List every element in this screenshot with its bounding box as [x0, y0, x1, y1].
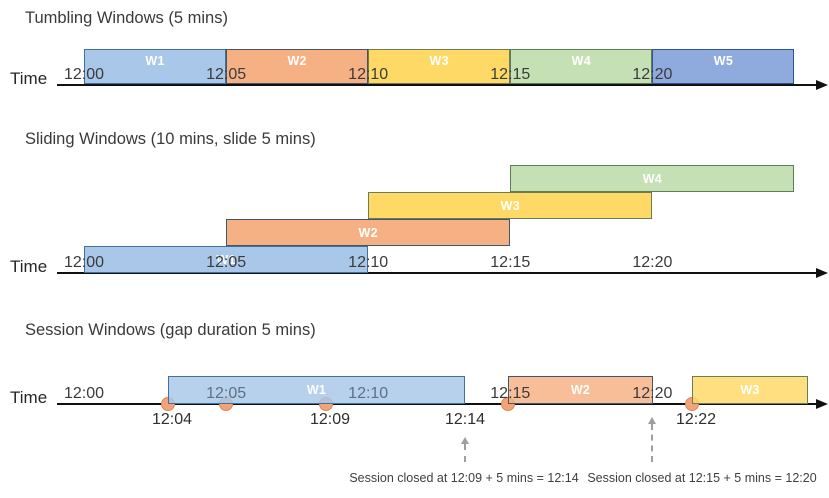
- axis-tick-label: 12:00: [63, 254, 105, 271]
- section-title: Tumbling Windows (5 mins): [25, 9, 228, 27]
- timeline-axis: [57, 403, 816, 405]
- event-time-label: 12:22: [675, 411, 717, 428]
- axis-tick-label: 12:00: [63, 385, 105, 402]
- event-time-label: 12:04: [151, 411, 193, 428]
- axis-tick-label: 12:10: [348, 385, 389, 402]
- window-bar: W2: [226, 219, 511, 246]
- window-bar: W4: [510, 49, 653, 84]
- axis-tick-label: 12:05: [206, 254, 247, 271]
- axis-tick-label: 12:10: [348, 66, 389, 83]
- axis-tick-label: 12:10: [348, 254, 389, 271]
- window-bar: W3: [692, 376, 808, 404]
- session-close-time-label: 12:14: [444, 411, 486, 428]
- session-close-caption: Session closed at 12:15 + 5 mins = 12:20: [587, 471, 817, 485]
- window-label: W1: [306, 383, 327, 397]
- window-label: W1: [216, 252, 236, 267]
- window-bar: W1: [84, 246, 369, 273]
- dashed-arrow-line: [651, 424, 653, 462]
- axis-tick-label: 12:00: [63, 66, 105, 83]
- axis-tick-label: 12:05: [206, 66, 247, 83]
- window-label: W4: [571, 54, 592, 68]
- axis-arrowhead-icon: [816, 80, 828, 90]
- window-label: W4: [642, 171, 663, 186]
- window-bar: W2: [226, 49, 369, 84]
- axis-tick-label: 12:15: [490, 254, 531, 271]
- time-axis-label: Time: [10, 257, 48, 276]
- window-label: W2: [570, 383, 591, 397]
- section-title: Sliding Windows (10 mins, slide 5 mins): [25, 130, 316, 148]
- axis-tick-label: 12:15: [490, 385, 531, 402]
- axis-tick-label: 12:05: [206, 385, 247, 402]
- window-bar: W3: [368, 192, 653, 219]
- window-label: W3: [740, 383, 760, 397]
- time-axis-label: Time: [10, 69, 48, 88]
- section-title: Session Windows (gap duration 5 mins): [25, 321, 316, 339]
- time-axis-label: Time: [10, 388, 48, 407]
- window-label: W5: [713, 54, 734, 68]
- axis-arrowhead-icon: [816, 268, 828, 278]
- dashed-arrow-line: [464, 444, 466, 462]
- axis-tick-label: 12:20: [632, 66, 673, 83]
- window-label: W3: [500, 198, 520, 213]
- dashed-arrowhead-icon: [461, 437, 469, 444]
- axis-tick-label: 12:20: [632, 254, 673, 271]
- window-label: W3: [429, 54, 449, 68]
- session-close-caption: Session closed at 12:09 + 5 mins = 12:14: [349, 471, 579, 485]
- event-time-label: 12:09: [309, 411, 351, 428]
- window-bar: W1: [84, 49, 227, 84]
- axis-tick-label: 12:15: [490, 66, 531, 83]
- window-label: W1: [145, 54, 165, 68]
- window-bar: W4: [510, 165, 795, 192]
- timeline-axis: [57, 272, 816, 274]
- window-label: W2: [358, 225, 378, 240]
- window-bar: W2: [508, 376, 653, 404]
- window-bar: W3: [368, 49, 511, 84]
- axis-tick-label: 12:20: [632, 385, 673, 402]
- window-bar: W5: [652, 49, 795, 84]
- axis-arrowhead-icon: [816, 399, 828, 409]
- dashed-arrowhead-icon: [648, 417, 656, 424]
- window-label: W2: [287, 54, 307, 68]
- window-bar: W1: [168, 376, 465, 404]
- timeline-axis: [57, 84, 816, 86]
